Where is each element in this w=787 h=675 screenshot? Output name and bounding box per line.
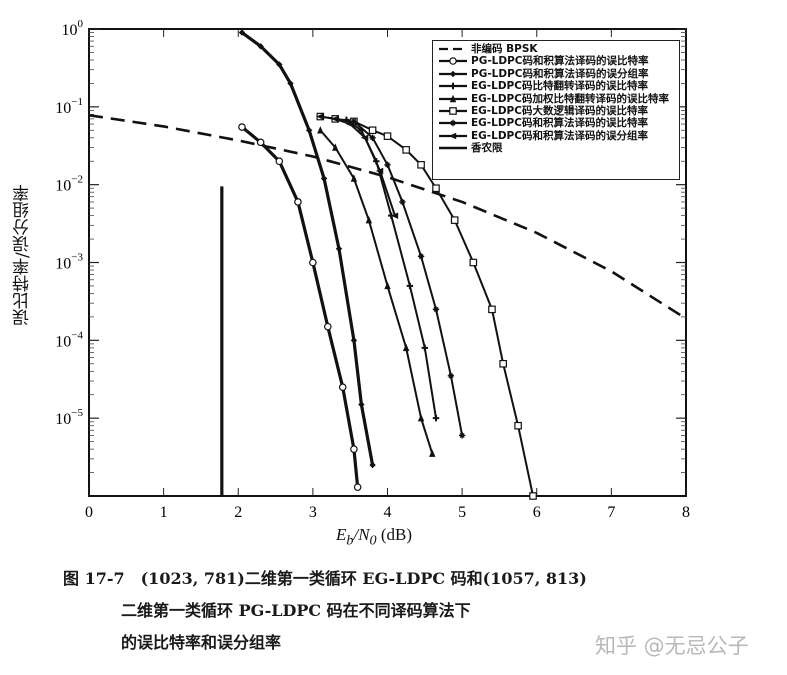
legend-label: EG-LDPC码比特翻转译码的误比特率 (471, 80, 648, 93)
legend-item: 非编码 BPSK (437, 43, 675, 55)
legend-swatch-icon (439, 120, 467, 127)
y-tick-label: 10−4 (55, 329, 83, 350)
tick-labels: 0 1 2 3 4 5 6 7 8 100 10−1 10−2 10−3 10−4 10−5 (55, 18, 690, 521)
x-tick-label: 7 (607, 504, 615, 521)
bpsk-curve (88, 113, 687, 320)
legend-label: EG-LDPC码加权比特翻转译码的误比特率 (471, 92, 669, 105)
legend-swatch-icon (439, 70, 467, 78)
legend-label: 香农限 (471, 142, 503, 155)
ber-chart: 0 1 2 3 4 5 6 7 8 100 10−1 10−2 10−3 10−4 10−5 (55, 18, 690, 521)
legend: 非编码 BPSK PG-LDPC码和积算法译码的误比特率 PG-LDPC码和积算法译… (432, 40, 680, 180)
legend-item: EG-LDPC码加权比特翻转译码的误比特率 (437, 93, 675, 105)
y-axis-label: 误比特率/误分组率 (13, 184, 33, 326)
y-tick-label: 100 (62, 18, 84, 39)
legend-item: EG-LDPC码大数逻辑译码的误比特率 (437, 105, 675, 117)
y-tick-label: 10−1 (55, 96, 83, 117)
legend-label: EG-LDPC码大数逻辑译码的误比特率 (471, 105, 648, 118)
legend-item: EG-LDPC码比特翻转译码的误比特率 (437, 80, 675, 92)
pg-spa-bler-curve (238, 29, 376, 469)
legend-swatch-icon (439, 107, 467, 115)
eg-spa-ber-curve (350, 118, 466, 439)
axis-ticks (88, 28, 687, 496)
legend-label: EG-LDPC码和积算法译码的误分组率 (471, 129, 648, 142)
watermark: 知乎 @无忌公子 (595, 634, 749, 658)
legend-label: 非编码 BPSK (471, 43, 538, 55)
legend-swatch-icon (439, 57, 467, 66)
x-tick-label: 1 (160, 504, 168, 521)
eg-wbf-ber-curve (317, 126, 436, 457)
eg-spa-bler-curve (316, 113, 399, 219)
legend-swatch-icon (439, 132, 467, 140)
legend-label: EG-LDPC码和积算法译码的误比特率 (471, 117, 648, 130)
legend-swatch-icon (439, 83, 467, 90)
data-curves (88, 29, 687, 500)
figure-caption-line-2: 二维第一类循环 PG-LDPC 码在不同译码算法下 (121, 601, 471, 620)
legend-item: EG-LDPC码和积算法译码的误比特率 (437, 117, 675, 129)
legend-swatch-icon (439, 47, 467, 51)
legend-item: PG-LDPC码和积算法译码的误分组率 (437, 68, 675, 80)
legend-label: PG-LDPC码和积算法译码的误比特率 (471, 55, 649, 68)
legend-item: PG-LDPC码和积算法译码的误比特率 (437, 55, 675, 67)
x-axis-label: Eb/N0 (dB) (336, 525, 413, 549)
legend-swatch-icon (439, 94, 467, 102)
legend-swatch-icon (439, 147, 467, 150)
x-tick-label: 8 (682, 504, 690, 521)
y-tick-label: 10−2 (55, 174, 83, 195)
pg-spa-ber-curve (238, 123, 362, 491)
legend-label: PG-LDPC码和积算法译码的误分组率 (471, 67, 649, 80)
legend-item: EG-LDPC码和积算法译码的误分组率 (437, 130, 675, 142)
x-tick-label: 6 (533, 504, 541, 521)
y-tick-label: 10−5 (55, 407, 83, 428)
figure-caption-line-3: 的误比特率和误分组率 (121, 633, 282, 652)
figure-caption-line-1: 图 17-7 (1023, 781)二维第一类循环 EG-LDPC 码和(105… (63, 569, 587, 588)
legend-item: 香农限 (437, 142, 675, 154)
x-tick-label: 0 (85, 504, 93, 521)
x-tick-label: 3 (309, 504, 317, 521)
x-tick-label: 2 (234, 504, 242, 521)
y-tick-label: 10−3 (55, 252, 83, 273)
x-tick-label: 5 (458, 504, 466, 521)
x-tick-label: 4 (384, 504, 392, 521)
